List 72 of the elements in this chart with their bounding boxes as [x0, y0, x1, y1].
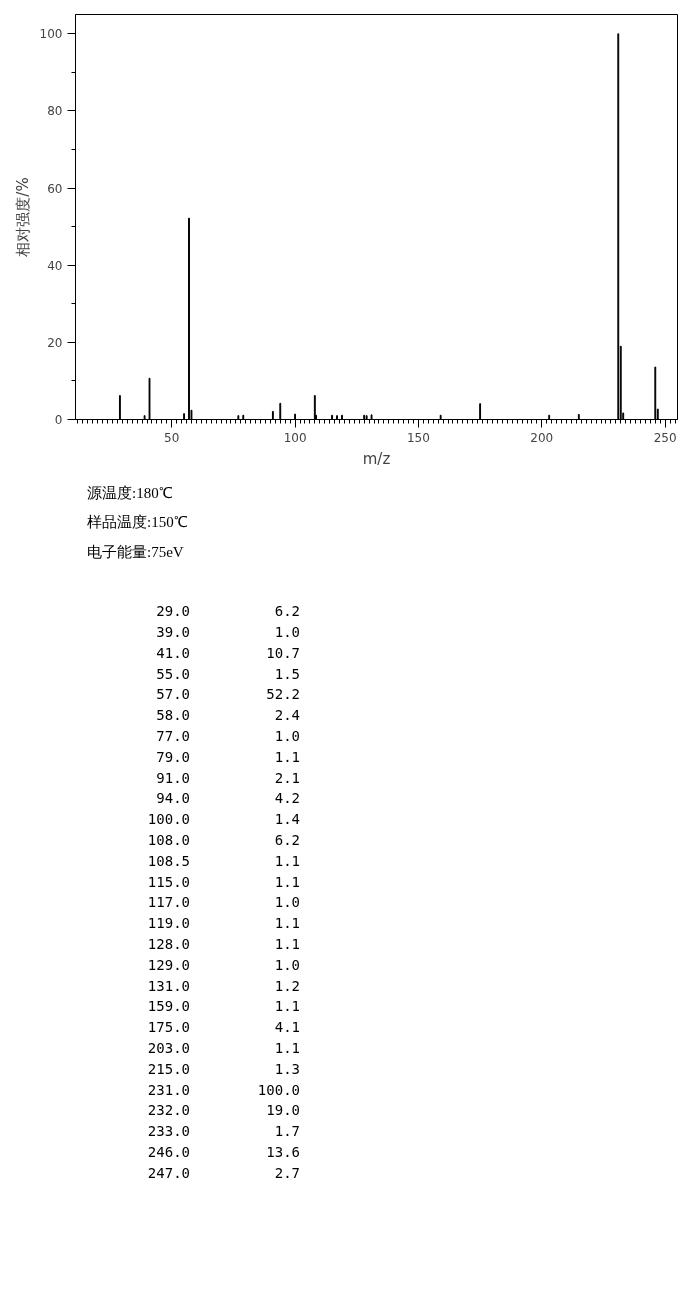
text: 52.2	[265, 685, 300, 705]
text: 2.1	[273, 768, 300, 788]
text: 13.6	[265, 1143, 300, 1162]
text: 1.2	[273, 976, 300, 996]
text: 4.1	[273, 1018, 300, 1038]
text: 215.0	[146, 1059, 190, 1079]
text: 128.0	[146, 935, 190, 954]
text: 源温度:180℃	[87, 484, 174, 503]
text: 119.0	[146, 914, 190, 934]
x-tick-label: 150	[406, 430, 430, 445]
text: 2.7	[273, 1163, 300, 1183]
text: 233.0	[146, 1122, 190, 1142]
y-tick-label: 0	[54, 413, 63, 427]
text: 203.0	[146, 1039, 190, 1058]
text: 1.0	[273, 727, 300, 747]
text: 1.0	[273, 955, 300, 975]
text: 100.0	[256, 1080, 300, 1100]
text: 样品温度:150℃	[87, 513, 188, 533]
text: 19.0	[265, 1101, 300, 1121]
text: 55.0	[155, 664, 190, 684]
y-tick-label: 80	[47, 104, 63, 119]
text: 1.1	[273, 914, 300, 934]
text: 131.0	[146, 976, 190, 996]
text: 57.0	[155, 685, 190, 705]
y-tick-label: 60	[47, 181, 63, 196]
text: 79.0	[155, 747, 190, 767]
text: 100.0	[146, 810, 190, 830]
text: 1.1	[273, 997, 300, 1017]
text: 4.2	[273, 789, 300, 809]
text: 129.0	[146, 955, 190, 975]
text: 1.7	[273, 1122, 300, 1142]
x-tick-label: 100	[283, 430, 307, 445]
text: 108.0	[146, 831, 190, 851]
x-axis-title: m/z	[362, 449, 391, 468]
text: 1.1	[273, 747, 300, 767]
text: 91.0	[155, 768, 190, 788]
text: 1.3	[273, 1059, 300, 1079]
text: 117.0	[146, 893, 190, 913]
y-tick-label: 40	[47, 258, 63, 273]
text: 1.1	[273, 1039, 300, 1058]
text: 6.2	[273, 602, 300, 622]
text: 电子能量:75eV	[87, 542, 185, 562]
text: 1.0	[273, 893, 300, 913]
text: 77.0	[155, 727, 190, 747]
text: 231.0	[146, 1080, 190, 1100]
x-tick-label: 200	[530, 430, 554, 445]
text: 1.4	[273, 810, 300, 830]
text: 1.5	[273, 664, 300, 684]
text: 175.0	[146, 1018, 190, 1038]
x-tick-label: 250	[653, 430, 677, 445]
text: 1.1	[273, 872, 300, 892]
y-tick-label: 100	[39, 27, 63, 42]
text: 1.1	[273, 935, 300, 954]
text: 41.0	[155, 643, 190, 663]
text: 247.0	[146, 1163, 190, 1183]
text: 115.0	[146, 872, 190, 892]
text: 29.0	[155, 602, 190, 622]
text: 1.0	[273, 623, 300, 643]
text: 39.0	[155, 623, 190, 643]
text: 108.5	[146, 851, 190, 871]
text: 246.0	[146, 1143, 190, 1162]
text: 94.0	[155, 789, 190, 809]
text: 2.4	[273, 706, 300, 726]
x-tick-label: 50	[164, 430, 180, 445]
y-tick-label: 20	[47, 335, 63, 350]
text: 232.0	[146, 1101, 190, 1121]
text: 6.2	[273, 831, 300, 851]
text: 1.1	[273, 851, 300, 871]
text: 10.7	[265, 643, 300, 663]
text: 159.0	[146, 997, 190, 1017]
y-axis-title: 相对强度/%	[13, 177, 32, 257]
text: 58.0	[155, 706, 190, 726]
